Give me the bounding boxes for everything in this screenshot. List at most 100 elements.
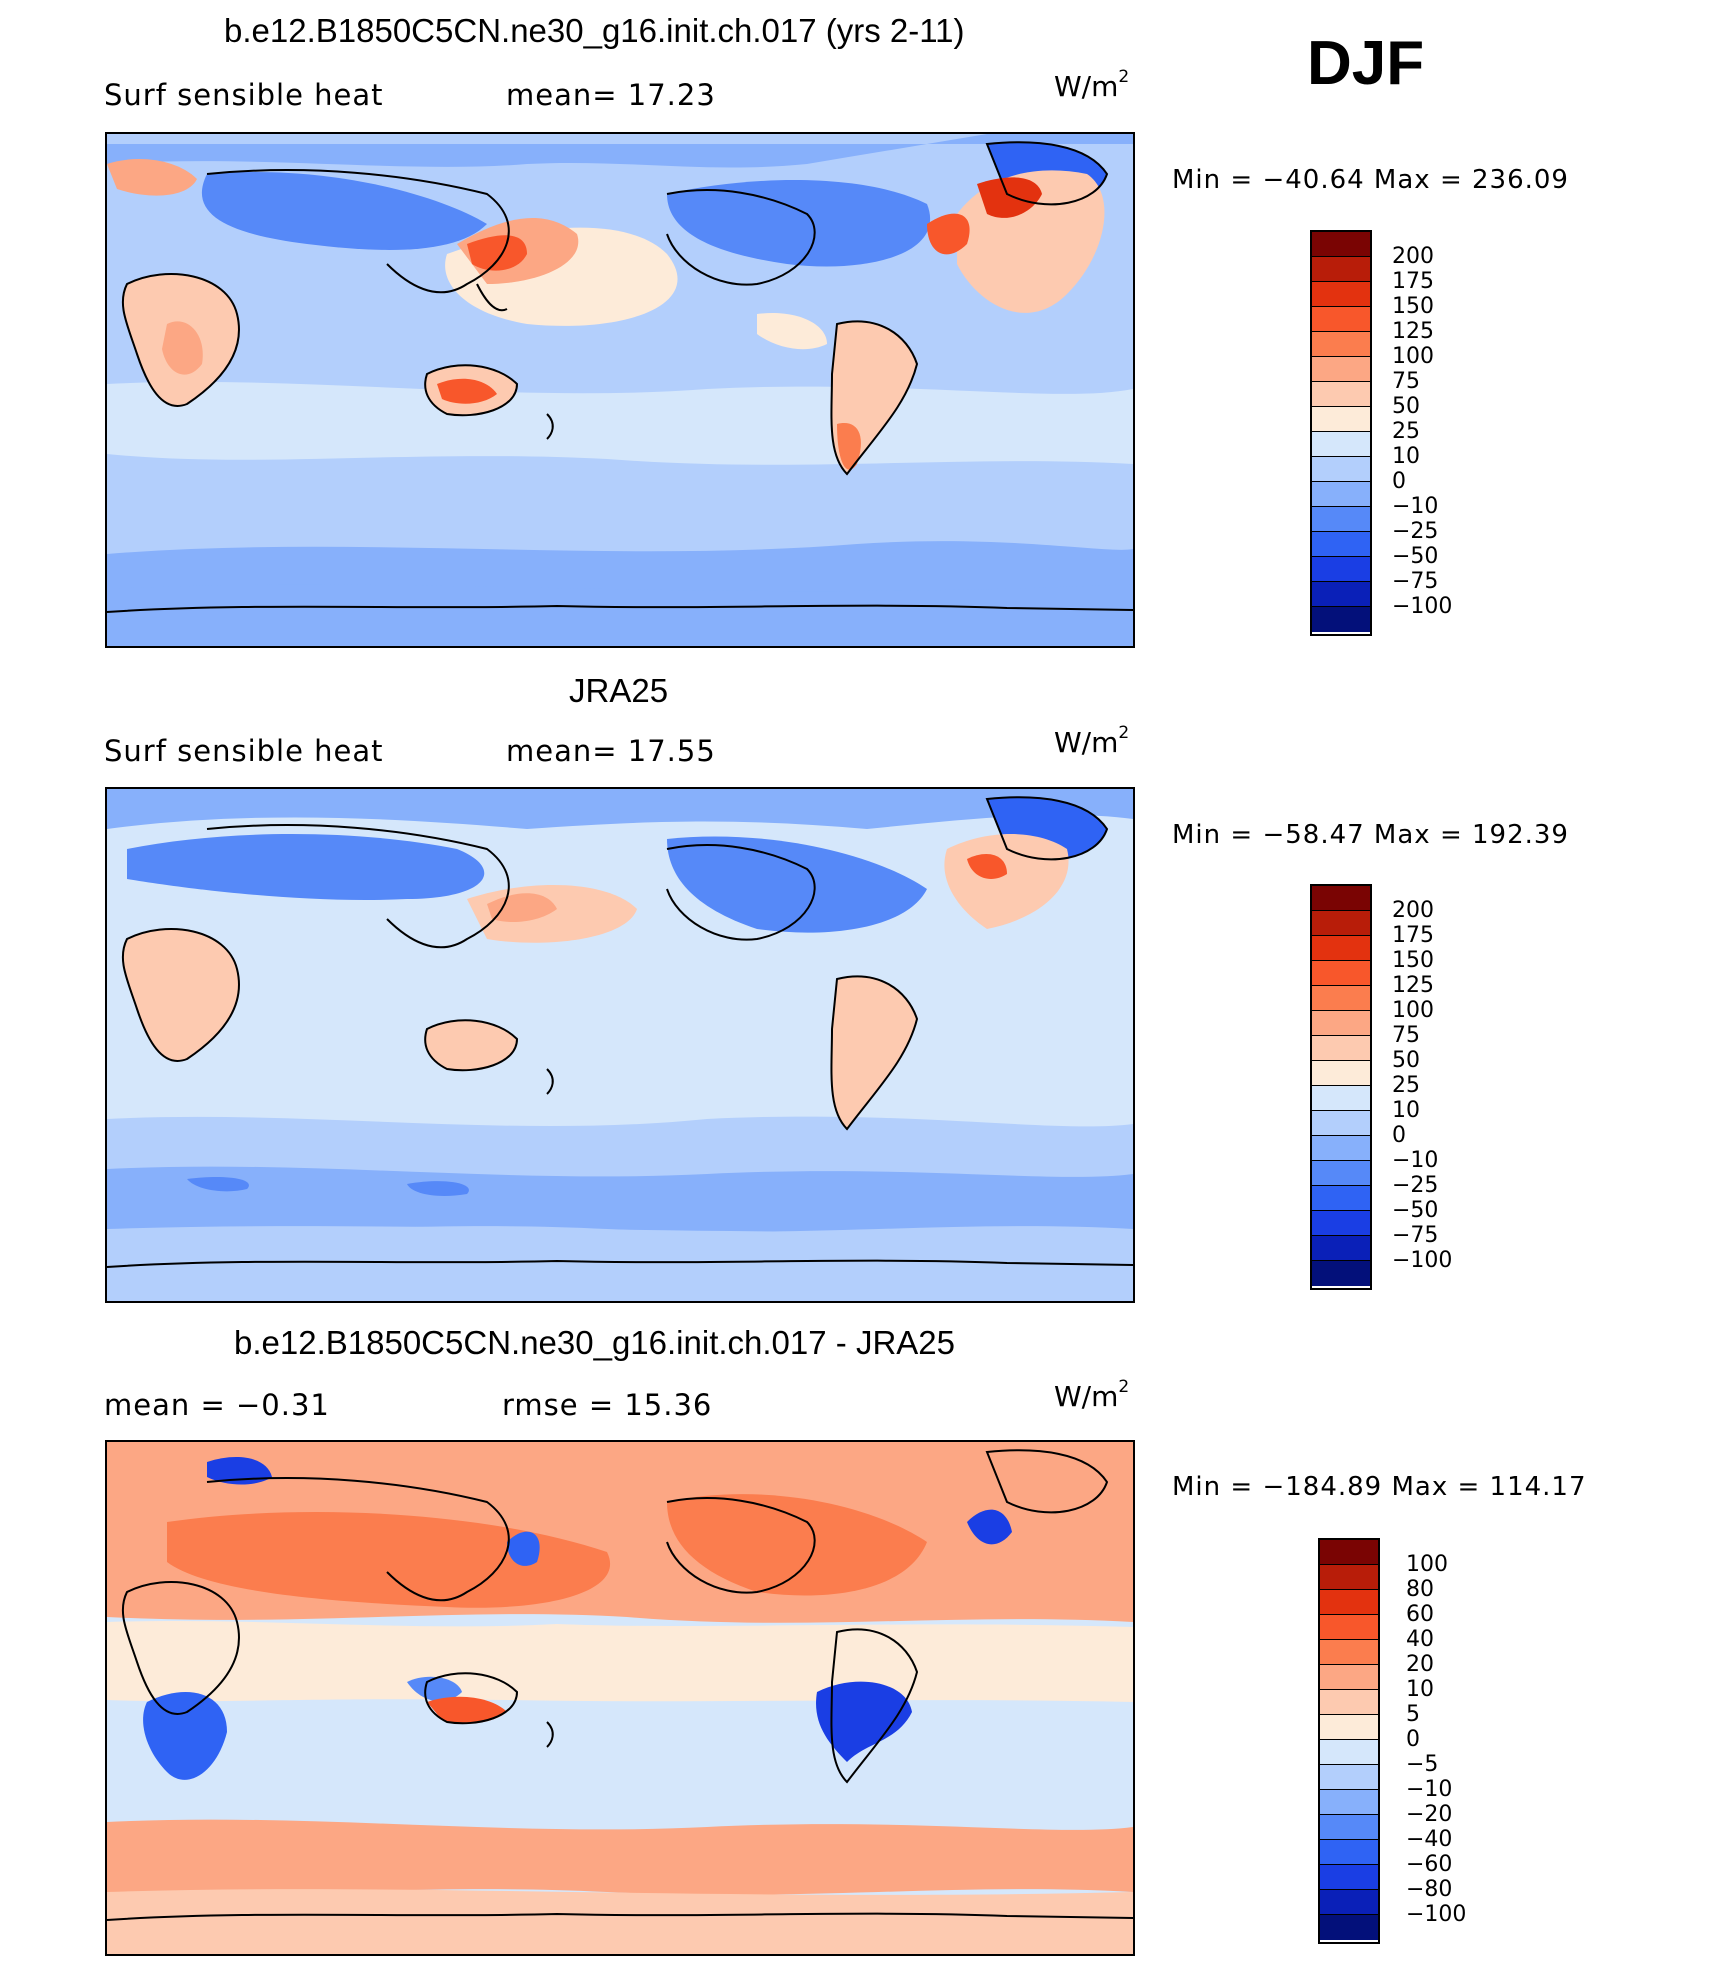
colorbar-tick-label: −75 bbox=[1392, 569, 1439, 594]
colorbar-tick-label: −25 bbox=[1392, 1173, 1439, 1198]
colorbar-tick-label: 100 bbox=[1406, 1552, 1448, 1577]
panel-diff-rmse: rmse = 15.36 bbox=[502, 1388, 713, 1422]
colorbar-tick-label: −40 bbox=[1406, 1827, 1453, 1852]
colorbar-swatch bbox=[1320, 1590, 1378, 1615]
panel-obs-minmax: Min = −58.47 Max = 192.39 bbox=[1172, 820, 1569, 850]
colorbar-tick-label: 20 bbox=[1406, 1652, 1434, 1677]
colorbar-swatch bbox=[1312, 961, 1370, 986]
panel-diff-map bbox=[105, 1440, 1135, 1956]
colorbar-tick-label: −75 bbox=[1392, 1223, 1439, 1248]
panel-obs-title: JRA25 bbox=[569, 672, 669, 709]
colorbar-swatch bbox=[1312, 1186, 1370, 1211]
colorbar-swatch bbox=[1320, 1665, 1378, 1690]
colorbar-swatch bbox=[1312, 1136, 1370, 1161]
colorbar-tick-label: −10 bbox=[1406, 1777, 1453, 1802]
colorbar-swatch bbox=[1320, 1890, 1378, 1915]
colorbar-tick-label: 0 bbox=[1392, 469, 1406, 494]
colorbar-swatch bbox=[1312, 986, 1370, 1011]
colorbar-swatch bbox=[1320, 1615, 1378, 1640]
colorbar-tick-label: 150 bbox=[1392, 948, 1434, 973]
colorbar-tick-label: −60 bbox=[1406, 1852, 1453, 1877]
colorbar-swatch bbox=[1312, 936, 1370, 961]
colorbar-swatch bbox=[1312, 307, 1370, 332]
colorbar-swatch bbox=[1320, 1915, 1378, 1940]
colorbar-tick-label: 25 bbox=[1392, 419, 1420, 444]
colorbar-tick-label: 40 bbox=[1406, 1627, 1434, 1652]
colorbar-swatch bbox=[1312, 332, 1370, 357]
panel-diff-minmax: Min = −184.89 Max = 114.17 bbox=[1172, 1472, 1587, 1502]
colorbar-tick-label: −100 bbox=[1406, 1902, 1467, 1927]
colorbar-tick-label: −80 bbox=[1406, 1877, 1453, 1902]
colorbar-swatch bbox=[1312, 407, 1370, 432]
colorbar-swatch bbox=[1320, 1815, 1378, 1840]
colorbar-tick-label: −20 bbox=[1406, 1802, 1453, 1827]
colorbar-swatch bbox=[1312, 1036, 1370, 1061]
colorbar-tick-label: −10 bbox=[1392, 494, 1439, 519]
colorbar-tick-label: −50 bbox=[1392, 1198, 1439, 1223]
colorbar-swatch bbox=[1312, 532, 1370, 557]
colorbar-tick-label: 175 bbox=[1392, 269, 1434, 294]
colorbar-tick-label: 80 bbox=[1406, 1577, 1434, 1602]
colorbar-swatch bbox=[1320, 1540, 1378, 1565]
colorbar-swatch bbox=[1312, 1061, 1370, 1086]
panel-obs-mean: mean= 17.55 bbox=[506, 734, 716, 768]
panel-model-mean: mean= 17.23 bbox=[506, 78, 716, 112]
colorbar-swatch bbox=[1312, 1236, 1370, 1261]
panel-obs-map bbox=[105, 787, 1135, 1303]
panel-model-map bbox=[105, 132, 1135, 648]
colorbar-tick-label: 0 bbox=[1392, 1123, 1406, 1148]
colorbar-tick-label: 200 bbox=[1392, 244, 1434, 269]
colorbar-swatch bbox=[1312, 1011, 1370, 1036]
colorbar-tick-label: 125 bbox=[1392, 973, 1434, 998]
panel-model-colorbar-ticks: 200 175 150 125 100 75 50 25 10 0 −10 −25 −50 −75 −100 bbox=[1392, 244, 1452, 619]
panel-model-units: W/m2 bbox=[1054, 67, 1130, 103]
colorbar-tick-label: 50 bbox=[1392, 1048, 1420, 1073]
colorbar-tick-label: −10 bbox=[1392, 1148, 1439, 1173]
colorbar-swatch bbox=[1320, 1740, 1378, 1765]
colorbar-tick-label: 175 bbox=[1392, 923, 1434, 948]
colorbar-swatch bbox=[1312, 1086, 1370, 1111]
colorbar-tick-label: 100 bbox=[1392, 344, 1434, 369]
colorbar-swatch bbox=[1320, 1715, 1378, 1740]
colorbar-tick-label: −50 bbox=[1392, 544, 1439, 569]
colorbar-tick-label: 100 bbox=[1392, 998, 1434, 1023]
colorbar-swatch bbox=[1312, 232, 1370, 257]
panel-obs-colorbar-ticks: 200 175 150 125 100 75 50 25 10 0 −10 −25 −50 −75 −100 bbox=[1392, 898, 1452, 1273]
colorbar-tick-label: −5 bbox=[1406, 1752, 1439, 1777]
colorbar-tick-label: 60 bbox=[1406, 1602, 1434, 1627]
panel-diff-mean: mean = −0.31 bbox=[104, 1388, 330, 1422]
colorbar-swatch bbox=[1312, 911, 1370, 936]
colorbar-swatch bbox=[1312, 507, 1370, 532]
season-label: DJF bbox=[1307, 29, 1425, 98]
colorbar-tick-label: 50 bbox=[1392, 394, 1420, 419]
colorbar-swatch bbox=[1312, 557, 1370, 582]
colorbar-swatch bbox=[1312, 1111, 1370, 1136]
colorbar-swatch bbox=[1312, 1161, 1370, 1186]
colorbar-tick-label: 75 bbox=[1392, 369, 1420, 394]
colorbar-swatch bbox=[1312, 482, 1370, 507]
panel-obs-colorbar bbox=[1310, 884, 1372, 1290]
panel-obs-variable: Surf sensible heat bbox=[104, 734, 384, 768]
colorbar-tick-label: 0 bbox=[1406, 1727, 1420, 1752]
colorbar-swatch bbox=[1312, 607, 1370, 632]
panel-diff-colorbar bbox=[1318, 1538, 1380, 1944]
colorbar-tick-label: 10 bbox=[1406, 1677, 1434, 1702]
colorbar-swatch bbox=[1312, 1261, 1370, 1286]
colorbar-tick-label: 25 bbox=[1392, 1073, 1420, 1098]
colorbar-swatch bbox=[1312, 282, 1370, 307]
colorbar-swatch bbox=[1320, 1865, 1378, 1890]
panel-obs-units: W/m2 bbox=[1054, 723, 1130, 759]
colorbar-tick-label: −100 bbox=[1392, 594, 1453, 619]
colorbar-tick-label: 10 bbox=[1392, 1098, 1420, 1123]
colorbar-tick-label: 125 bbox=[1392, 319, 1434, 344]
colorbar-swatch bbox=[1312, 357, 1370, 382]
panel-model-colorbar bbox=[1310, 230, 1372, 636]
colorbar-swatch bbox=[1320, 1690, 1378, 1715]
colorbar-tick-label: 10 bbox=[1392, 444, 1420, 469]
colorbar-swatch bbox=[1320, 1840, 1378, 1865]
colorbar-swatch bbox=[1312, 1211, 1370, 1236]
panel-model-minmax: Min = −40.64 Max = 236.09 bbox=[1172, 165, 1569, 195]
panel-diff-title: b.e12.B1850C5CN.ne30_g16.init.ch.017 - J… bbox=[234, 1324, 955, 1361]
colorbar-swatch bbox=[1320, 1565, 1378, 1590]
colorbar-swatch bbox=[1312, 457, 1370, 482]
